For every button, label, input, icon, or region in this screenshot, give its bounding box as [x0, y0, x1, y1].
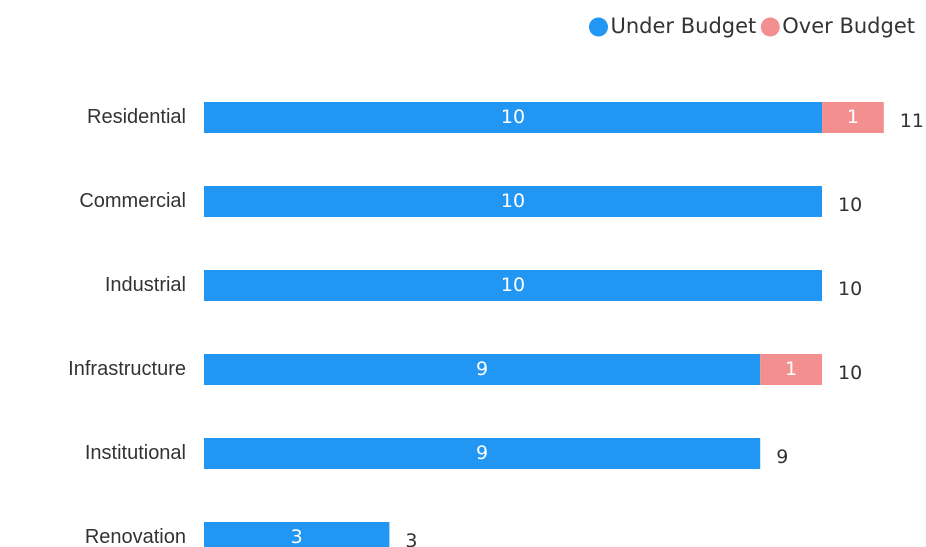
- bar-over-budget-residential: [822, 102, 884, 133]
- total-label-institutional: 9: [776, 446, 788, 468]
- total-label-commercial: 10: [838, 194, 862, 216]
- legend-label-under-budget: Under Budget: [611, 14, 757, 38]
- bar-value-label-under-budget-infrastructure: 9: [476, 358, 488, 380]
- total-label-renovation: 3: [405, 530, 417, 547]
- category-label-renovation: Renovation: [85, 526, 186, 547]
- bar-value-label-under-budget-institutional: 9: [476, 442, 488, 464]
- legend-marker-over-budget: [760, 17, 780, 37]
- category-label-institutional: Institutional: [85, 442, 186, 464]
- bar-value-label-over-budget-residential: 1: [847, 106, 859, 128]
- category-label-infrastructure: Infrastructure: [68, 358, 186, 380]
- bar-over-budget-infrastructure: [760, 354, 822, 385]
- bar-value-label-under-budget-industrial: 10: [501, 274, 525, 296]
- bar-under-budget-infrastructure: [204, 354, 761, 385]
- bar-value-label-under-budget-residential: 10: [501, 106, 525, 128]
- category-label-residential: Residential: [87, 106, 186, 128]
- bar-under-budget-institutional: [204, 438, 761, 469]
- bar-value-label-under-budget-commercial: 10: [501, 190, 525, 212]
- category-label-commercial: Commercial: [79, 190, 186, 212]
- category-label-industrial: Industrial: [105, 274, 186, 296]
- total-label-infrastructure: 10: [838, 362, 862, 384]
- legend: Over Budget Under Budget: [589, 14, 915, 38]
- legend-marker-under-budget: [589, 17, 608, 37]
- bar-under-budget-residential: [204, 102, 822, 133]
- total-label-residential: 11: [900, 110, 924, 132]
- bar-under-budget-industrial: [204, 270, 822, 301]
- bar-value-label-over-budget-infrastructure: 1: [785, 358, 797, 380]
- bar-under-budget-renovation: [204, 522, 390, 547]
- bar-under-budget-commercial: [204, 186, 822, 217]
- bar-value-label-under-budget-renovation: 3: [291, 526, 303, 547]
- total-label-industrial: 10: [838, 278, 862, 300]
- legend-label-over-budget: Over Budget: [782, 14, 915, 38]
